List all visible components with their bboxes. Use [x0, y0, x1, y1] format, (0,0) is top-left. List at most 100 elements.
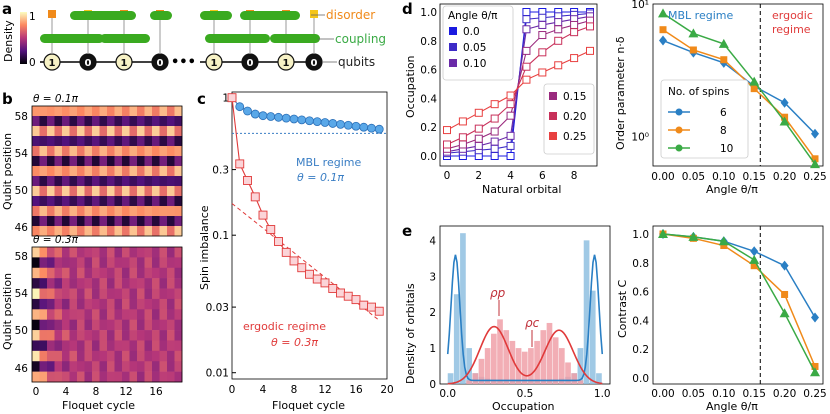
heat-cell [47, 196, 55, 207]
heat-cell [137, 309, 145, 320]
heat-xtick: 8 [93, 386, 100, 398]
panel-e-xlabel: Occupation [492, 400, 555, 413]
heat-cell [84, 196, 93, 207]
heat-cell [159, 371, 168, 383]
heat-cell [167, 267, 175, 279]
legend-swatch-0.0 [449, 27, 457, 35]
heat-cell [77, 340, 85, 352]
d-point [458, 140, 467, 149]
mbl-point [305, 116, 314, 126]
heat-cell [92, 116, 100, 127]
heat-cell [54, 196, 63, 207]
heat-cell [47, 361, 55, 372]
heat-cell [129, 288, 138, 300]
heat-cell [39, 350, 48, 362]
heat-cell [99, 319, 108, 331]
legend-swatch-0.05 [449, 43, 457, 51]
heat-cell [77, 146, 85, 157]
heat-cell [62, 330, 70, 341]
legend-swatch-0.25 [549, 132, 557, 140]
heat-cell [137, 176, 145, 187]
d-point [458, 133, 467, 142]
order-ytick: 10¹ [631, 0, 649, 11]
legend-label-0.25: 0.25 [563, 131, 586, 143]
d-point [586, 46, 594, 55]
contrast-ytick: 0.8 [632, 258, 649, 270]
heat-cell [137, 319, 145, 331]
heat-cell [84, 126, 93, 137]
heat-cell [129, 146, 138, 157]
d-point [554, 61, 563, 70]
legend-label-0.0: 0.0 [463, 26, 480, 38]
heat-cell [99, 206, 108, 217]
heat-cell [84, 267, 93, 279]
heat-cell [77, 206, 85, 217]
heat-cell [39, 267, 48, 279]
heat-cell [144, 350, 153, 362]
e-ytick: 0 [429, 379, 436, 391]
heat-cell [69, 216, 78, 227]
heat-cell [159, 257, 168, 269]
heat-cell [152, 298, 160, 310]
heat-cell [69, 156, 78, 167]
heat-cell [174, 267, 183, 279]
heat-cell [32, 116, 40, 127]
heat-cell [174, 340, 183, 352]
panel-e-ylabel: Density of orbitals [404, 283, 417, 384]
red-hist-bar [472, 373, 479, 384]
heat-cell [47, 319, 55, 331]
heat-cell [122, 216, 130, 227]
heat-cell [84, 176, 93, 187]
heat-cell [114, 340, 123, 352]
heat-cell [47, 186, 55, 197]
heat-cell [129, 116, 138, 127]
d-point [522, 75, 531, 84]
heat-cell [129, 106, 138, 117]
heat-cell [77, 126, 85, 137]
heat-cell [114, 186, 123, 197]
heat-cell [54, 156, 63, 167]
red-hist-bar [528, 348, 534, 384]
heat-cell [62, 126, 70, 137]
heat-cell [114, 309, 123, 320]
d-point [538, 48, 547, 57]
e-ytick: 3 [429, 271, 436, 283]
heat-cell [167, 371, 175, 383]
heat-cell [99, 371, 108, 383]
legend-label-0.10: 0.10 [463, 58, 486, 70]
heat-cell [114, 257, 123, 269]
d-point [474, 108, 483, 117]
mbl-point [374, 124, 384, 134]
heatmap-xlabel: Floquet cycle [62, 399, 135, 412]
heat-cell [99, 116, 108, 127]
c-ytick: 0.03 [206, 302, 229, 314]
heat-cell [129, 298, 138, 310]
heat-cell [107, 126, 115, 137]
heat-cell [129, 176, 138, 187]
d-point [586, 22, 594, 31]
heat-cell [32, 340, 40, 352]
heatmap-1-title: θ = 0.1π [33, 93, 79, 105]
d-ytick: 0.2 [420, 122, 437, 134]
heat-cell [39, 371, 48, 383]
heat-cell [137, 340, 145, 352]
heat-cell [54, 257, 63, 269]
disorder-marker-0 [48, 10, 56, 18]
heat-cell [174, 226, 183, 237]
heat-cell [129, 166, 138, 177]
heat-cell [77, 361, 85, 372]
heat-cell [77, 278, 85, 289]
heat-cell [167, 340, 175, 352]
heat-cell [54, 206, 63, 217]
legend-title-spins: No. of spins [668, 86, 729, 98]
heat-cell [92, 226, 100, 237]
c-ytick: 0.1 [212, 230, 229, 242]
heat-cell [114, 371, 123, 383]
heat-cell [152, 330, 160, 341]
heat-cell [122, 106, 130, 117]
heat-cell [129, 216, 138, 227]
heat-cell [39, 136, 48, 147]
heat-cell [114, 116, 123, 127]
coupling-bar-4 [200, 11, 232, 20]
red-hist-bar [521, 351, 528, 384]
